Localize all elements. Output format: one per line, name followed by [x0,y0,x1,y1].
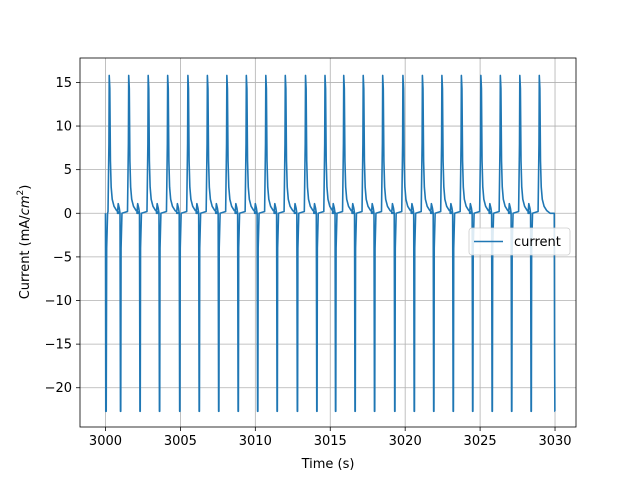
x-tick-label: 3020 [389,434,422,449]
y-tick-label: 15 [55,76,72,91]
legend-box [468,227,571,256]
y-axis-label: Current (mA/cm2) [16,185,33,300]
axes-frame [79,57,577,428]
y-axis-label-close: ) [18,185,33,190]
y-tick-label: −15 [45,338,72,353]
y-axis-label-main: Current (mA/ [18,215,33,300]
y-tick-label: 10 [55,120,72,135]
y-tick-label: 0 [64,207,72,222]
x-tick-label: 3010 [239,434,272,449]
x-tick-label: 3005 [164,434,197,449]
y-tick-label: −20 [45,381,72,396]
x-tick-label: 3015 [314,434,347,449]
y-axis-label-math: cm [18,196,33,216]
x-tick-label: 3030 [538,434,571,449]
x-tick-label: 3000 [89,434,122,449]
y-axis-label-exponent: 2 [16,190,26,196]
x-tick-label: 3025 [464,434,497,449]
legend: current [468,227,571,256]
y-tick-label: −10 [45,294,72,309]
y-tick-label: 5 [64,163,72,178]
y-axis-ticks: −20 −15 −10 −5 0 5 10 15 [45,76,80,396]
y-tick-label: −5 [53,250,72,265]
x-axis-label: Time (s) [301,457,355,472]
x-axis-ticks: 3000 3005 3010 3015 3020 3025 3030 [89,427,572,449]
legend-label-current: current [514,235,561,250]
